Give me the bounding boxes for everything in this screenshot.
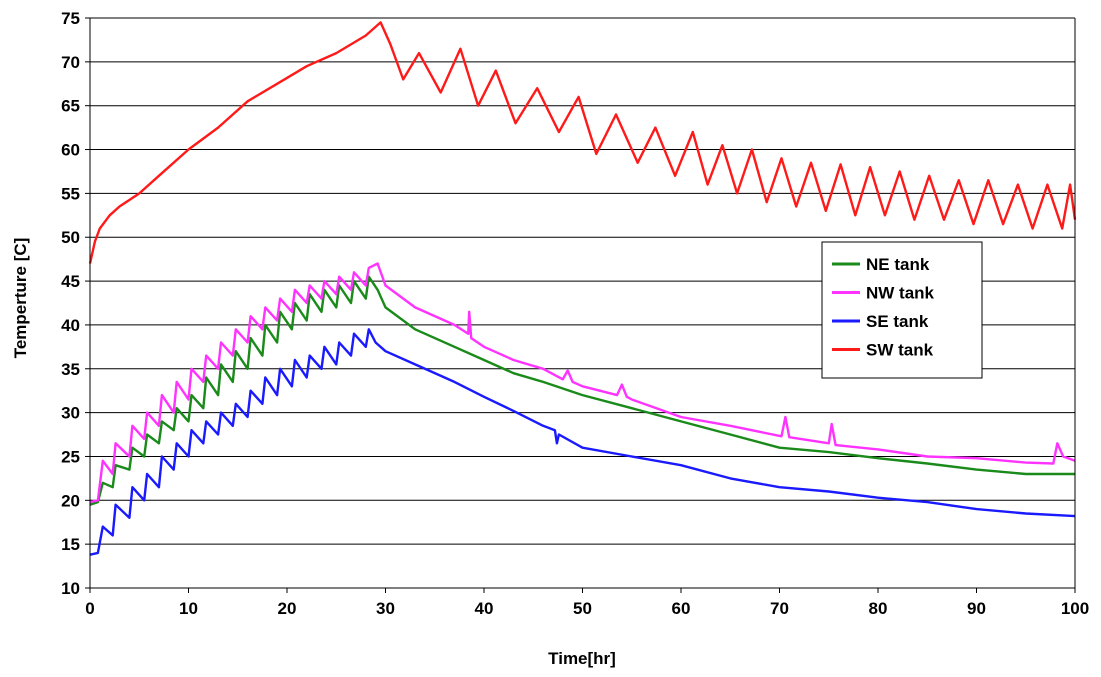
y-tick-label: 75: [61, 9, 80, 28]
y-tick-label: 25: [61, 447, 80, 466]
y-tick-label: 60: [61, 141, 80, 160]
tick-labels: 10 15 20 25 30 35 40 45 50 55 60 65 70 75 0 10 20 30 40 50 6…: [61, 9, 1089, 618]
y-axis-title: Temperture [C]: [11, 238, 30, 359]
x-tick-label: 0: [85, 599, 94, 618]
x-tick-label: 100: [1061, 599, 1089, 618]
legend-label-sw-tank: SW tank: [866, 341, 934, 360]
y-tick-label: 40: [61, 316, 80, 335]
legend-label-se-tank: SE tank: [866, 312, 929, 331]
y-tick-label: 65: [61, 97, 80, 116]
x-tick-label: 60: [672, 599, 691, 618]
y-tick-label: 35: [61, 360, 80, 379]
x-tick-label: 50: [573, 599, 592, 618]
x-tick-label: 20: [278, 599, 297, 618]
x-tick-label: 90: [967, 599, 986, 618]
y-tick-label: 50: [61, 228, 80, 247]
y-tick-label: 70: [61, 53, 80, 72]
y-tick-label: 55: [61, 184, 80, 203]
series-line-nw-tank: [89, 262, 1076, 504]
y-tick-label: 20: [61, 491, 80, 510]
y-tick-label: 45: [61, 272, 80, 291]
x-tick-label: 40: [475, 599, 494, 618]
axes: [85, 17, 1076, 593]
legend-label-nw-tank: NW tank: [866, 284, 935, 303]
y-tick-label: 15: [61, 535, 80, 554]
x-tick-label: 70: [770, 599, 789, 618]
legend-label-ne-tank: NE tank: [866, 255, 930, 274]
series-layer: [88, 21, 1077, 556]
x-axis-title: Time[hr]: [548, 649, 616, 668]
y-tick-label: 10: [61, 579, 80, 598]
x-tick-label: 10: [179, 599, 198, 618]
x-tick-label: 30: [376, 599, 395, 618]
x-tick-label: 80: [869, 599, 888, 618]
series-line-ne-tank: [89, 275, 1075, 506]
legend: NE tank NW tank SE tank SW tank: [821, 241, 983, 379]
series-line-se-tank: [89, 328, 1076, 556]
y-tick-label: 30: [61, 404, 80, 423]
series-line-sw-tank: [88, 21, 1077, 264]
